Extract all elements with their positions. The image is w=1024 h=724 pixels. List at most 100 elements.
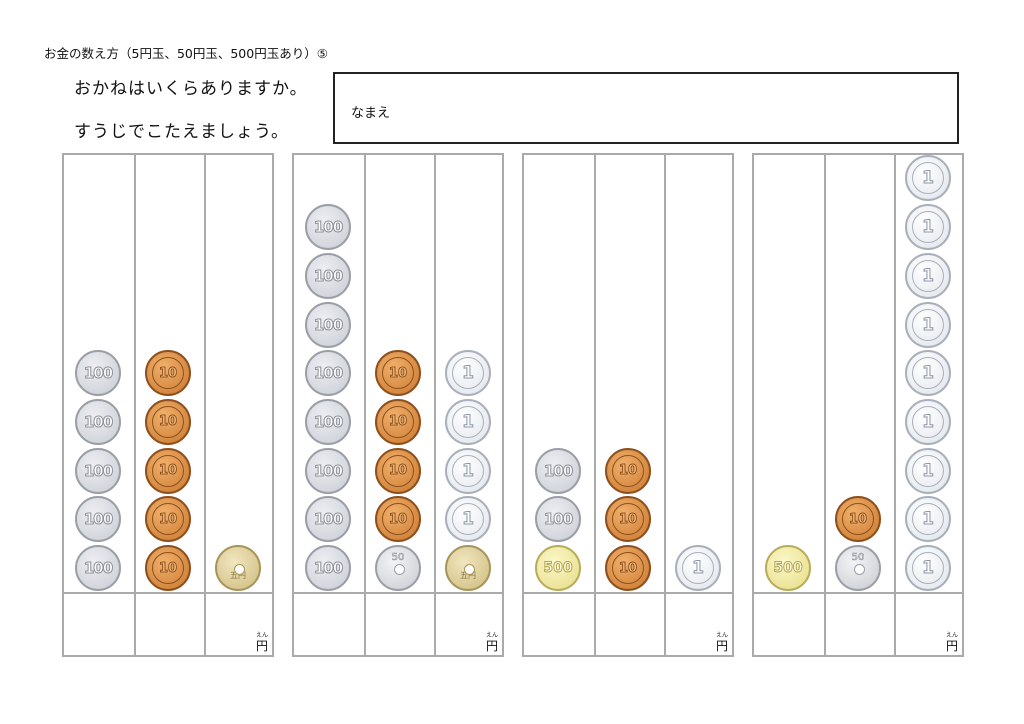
yen-unit-label: えん円 [255,632,268,653]
coin-value-label: 100 [83,412,113,431]
10-yen-coin-icon: 10 [605,496,651,543]
column-divider [204,155,206,655]
1-yen-coin-icon: 1 [445,398,491,445]
10-yen-coin-icon: 10 [605,545,651,591]
coin-value-label: 1 [922,314,935,335]
100-yen-coin-icon: 100 [75,447,121,494]
10-yen-coin-icon: 10 [375,496,421,543]
coin-value-label: 1 [922,558,935,579]
1-yen-coin-icon: 1 [905,155,951,202]
column-divider [824,155,826,655]
10-yen-coin-icon: 10 [375,350,421,397]
answer-row-divider [524,592,732,594]
10-yen-coin-icon: 10 [375,447,421,494]
yen-ruby: えん [485,632,498,639]
1-yen-coin-icon: 1 [905,447,951,494]
worksheet-title: お金の数え方（5円玉、50円玉、500円玉あり）⑤ [44,46,328,61]
5-yen-coin-icon: 五円 [215,545,261,591]
100-yen-coin-icon: 100 [305,350,351,397]
coin-value-label: 1 [462,460,475,481]
1-yen-coin-icon: 1 [445,447,491,494]
coin-value-label: 1 [922,509,935,530]
coin-panel-2: 100 100 100 100 100 100 100 100 50 10 10 10 10 五円 1 1 1 1… [292,153,504,657]
answer-row-divider [294,592,502,594]
1-yen-coin-icon: 1 [905,496,951,543]
10-yen-coin-icon: 10 [835,496,881,543]
coin-value-label: 10 [158,560,178,576]
100-yen-coin-icon: 100 [305,252,351,299]
10-yen-coin-icon: 10 [605,447,651,494]
coin-value-label: 10 [158,414,178,430]
yen-unit-label: えん円 [945,632,958,653]
coin-panel-3: 500 100 100 10 10 10 1 えん円 [522,153,734,657]
name-field[interactable]: なまえ [333,72,959,144]
10-yen-coin-icon: 10 [145,350,191,397]
coin-value-label: 1 [692,558,705,579]
column-divider [594,155,596,655]
10-yen-coin-icon: 10 [375,398,421,445]
coin-value-label: 10 [388,414,408,430]
coin-value-label: 100 [313,461,343,480]
yen-ruby: えん [715,632,728,639]
1-yen-coin-icon: 1 [905,545,951,591]
yen-ruby: えん [255,632,268,639]
1-yen-coin-icon: 1 [905,252,951,299]
coin-value-label: 50 [851,552,865,564]
500-yen-coin-icon: 500 [765,545,811,591]
coin-value-label: 1 [922,363,935,384]
coin-value-label: 500 [773,560,803,577]
coin-value-label: 10 [158,463,178,479]
coin-value-label: 10 [388,511,408,527]
coin-value-label: 10 [158,365,178,381]
yen-unit-label: えん円 [715,632,728,653]
coin-value-label: 50 [391,552,405,564]
coin-value-label: 100 [313,559,343,578]
100-yen-coin-icon: 100 [305,398,351,445]
name-label: なまえ [351,106,391,121]
100-yen-coin-icon: 100 [305,301,351,348]
coin-value-label: 10 [388,365,408,381]
yen-ruby: えん [945,632,958,639]
coin-value-label: 1 [922,265,935,286]
10-yen-coin-icon: 10 [145,496,191,543]
coin-value-label: 五円 [230,571,246,580]
coin-value-label: 10 [618,560,638,576]
coin-value-label: 1 [922,411,935,432]
coin-value-label: 100 [313,315,343,334]
coin-value-label: 1 [462,363,475,384]
column-divider [134,155,136,655]
1-yen-coin-icon: 1 [445,496,491,543]
100-yen-coin-icon: 100 [535,496,581,543]
coin-value-label: 100 [313,364,343,383]
coin-value-label: 1 [922,217,935,238]
1-yen-coin-icon: 1 [675,545,721,591]
coin-value-label: 10 [618,463,638,479]
coin-value-label: 10 [618,511,638,527]
10-yen-coin-icon: 10 [145,398,191,445]
1-yen-coin-icon: 1 [905,204,951,251]
100-yen-coin-icon: 100 [305,496,351,543]
coin-value-label: 100 [83,559,113,578]
5-yen-coin-icon: 五円 [445,545,491,591]
100-yen-coin-icon: 100 [75,398,121,445]
coin-value-label: 100 [313,218,343,237]
100-yen-coin-icon: 100 [305,204,351,251]
column-divider [664,155,666,655]
coin-value-label: 100 [83,364,113,383]
coin-value-label: 10 [848,511,868,527]
yen-kanji: 円 [715,639,728,653]
coin-panel-1: 100 100 100 100 100 10 10 10 10 10 五円えん円 [62,153,274,657]
1-yen-coin-icon: 1 [905,350,951,397]
100-yen-coin-icon: 100 [75,496,121,543]
1-yen-coin-icon: 1 [905,301,951,348]
instruction-line-1: おかねはいくらありますか。 [74,79,308,99]
column-divider [364,155,366,655]
coin-value-label: 100 [313,412,343,431]
50-yen-coin-icon: 50 [375,545,421,591]
1-yen-coin-icon: 1 [445,350,491,397]
coin-value-label: 100 [83,461,113,480]
coin-value-label: 100 [313,266,343,285]
coin-value-label: 500 [543,560,573,577]
yen-unit-label: えん円 [485,632,498,653]
coin-value-label: 10 [388,463,408,479]
